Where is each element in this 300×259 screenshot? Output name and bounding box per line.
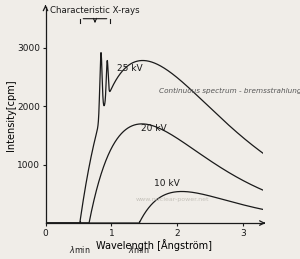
Text: $\lambda$min: $\lambda$min — [69, 244, 91, 255]
Text: $\lambda$min: $\lambda$min — [128, 244, 150, 255]
Y-axis label: Intensity[cpm]: Intensity[cpm] — [6, 79, 16, 151]
Text: 10 kV: 10 kV — [154, 179, 180, 188]
X-axis label: Wavelength [Ångström]: Wavelength [Ångström] — [96, 239, 212, 251]
Text: 20 kV: 20 kV — [141, 124, 167, 133]
Text: Continuous spectrum - bremsstrahlung: Continuous spectrum - bremsstrahlung — [159, 88, 300, 95]
Text: www.nuclear-power.net: www.nuclear-power.net — [135, 197, 209, 202]
Text: 25 kV: 25 kV — [117, 64, 142, 73]
Text: Characteristic X-rays: Characteristic X-rays — [50, 6, 140, 15]
